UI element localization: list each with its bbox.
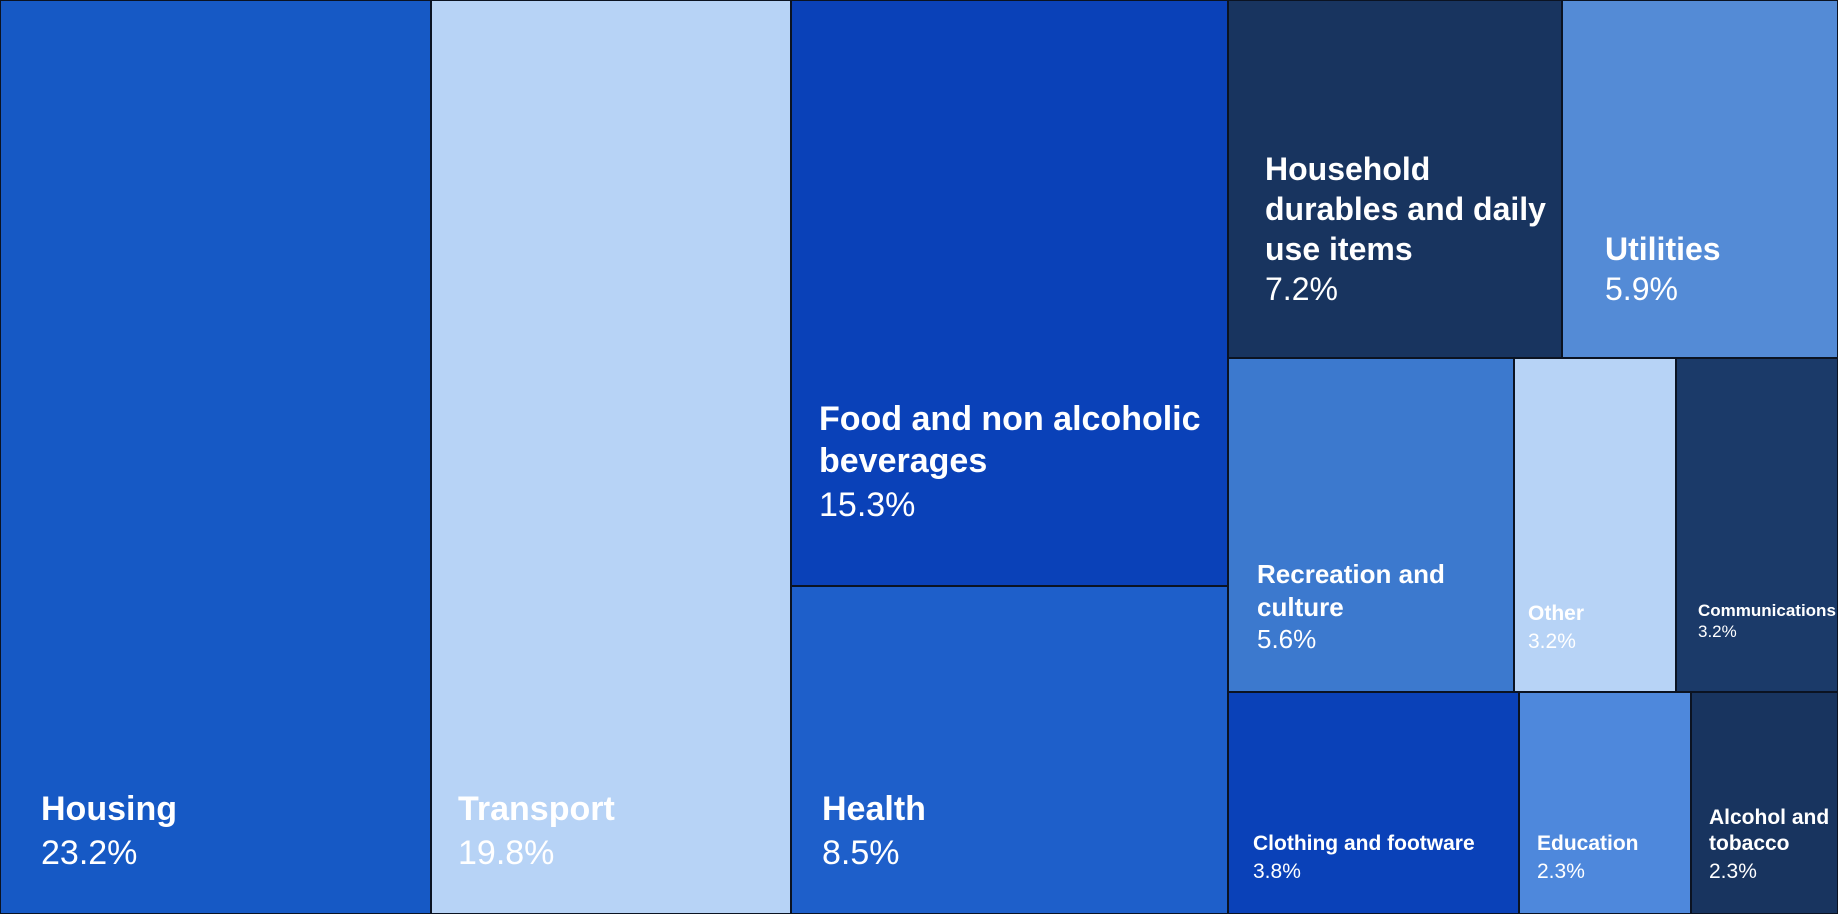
tile-label: Housing (41, 790, 177, 829)
tile-value: 3.2% (1528, 629, 1576, 653)
tile-value: 7.2% (1265, 271, 1338, 308)
tile-alcohol-and-tobacco[interactable]: Alcohol and tobacco 2.3% (1691, 692, 1838, 914)
tile-value: 3.8% (1253, 859, 1301, 883)
tile-label: Other (1528, 602, 1585, 626)
tile-transport[interactable]: Transport 19.8% (431, 0, 791, 914)
tile-value: 15.3% (819, 485, 916, 524)
tile-value: 5.6% (1257, 624, 1317, 655)
tile-utilities[interactable]: Utilities 5.9% (1562, 0, 1838, 358)
tile-value: 3.2% (1698, 621, 1737, 641)
tile-recreation-and-culture[interactable]: Recreation and culture 5.6% (1228, 358, 1514, 692)
tile-label: Communications (1698, 600, 1836, 620)
tile-housing[interactable]: Housing 23.2% (0, 0, 431, 914)
tile-education[interactable]: Education 2.3% (1519, 692, 1691, 914)
tile-label: Recreation and culture (1257, 559, 1445, 622)
tile-label: Clothing and footware (1253, 832, 1475, 856)
tile-label: Transport (458, 790, 615, 829)
tile-value: 2.3% (1537, 859, 1585, 883)
tile-value: 23.2% (41, 833, 138, 872)
tile-label: Health (822, 790, 926, 829)
tile-label: Food and non alcoholic beverages (819, 399, 1201, 481)
tile-label: Alcohol and tobacco (1709, 806, 1830, 856)
tile-value: 2.3% (1709, 859, 1757, 883)
tile-health[interactable]: Health 8.5% (791, 586, 1228, 914)
tile-communications[interactable]: Communications 3.2% (1676, 358, 1838, 692)
tile-value: 8.5% (822, 833, 900, 872)
tile-value: 19.8% (458, 833, 555, 872)
tile-label: Utilities (1605, 231, 1721, 268)
tile-food-and-non-alcoholic-beverages[interactable]: Food and non alcoholic beverages 15.3% (791, 0, 1228, 586)
tile-label: Household durables and daily use items (1265, 151, 1546, 268)
tile-clothing-and-footware[interactable]: Clothing and footware 3.8% (1228, 692, 1519, 914)
tile-other[interactable]: Other 3.2% (1514, 358, 1676, 692)
tile-label: Education (1537, 832, 1639, 856)
tile-value: 5.9% (1605, 271, 1678, 308)
tile-household-durables-and-daily-use-items[interactable]: Household durables and daily use items 7… (1228, 0, 1562, 358)
